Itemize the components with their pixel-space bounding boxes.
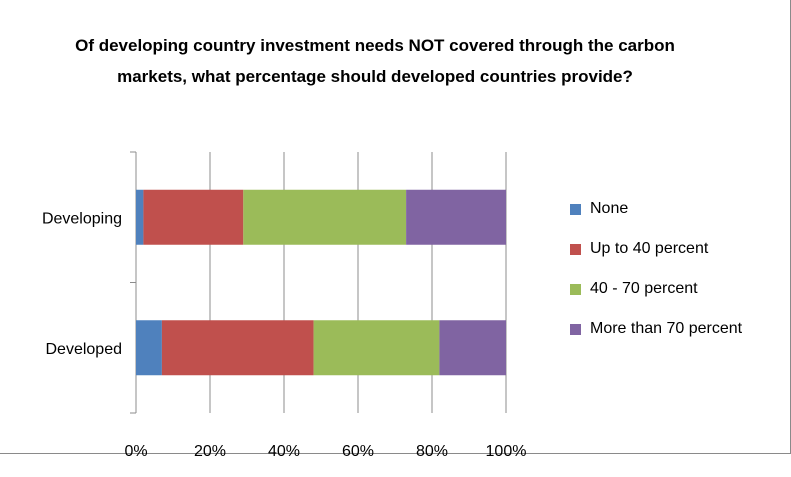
bar-segment — [439, 320, 506, 376]
bar-segment — [161, 320, 314, 376]
chart-legend: None Up to 40 percent 40 - 70 percent More … — [570, 199, 742, 359]
legend-item: 40 - 70 percent — [570, 279, 742, 299]
legend-swatch — [570, 323, 581, 335]
category-label: Developed — [46, 341, 123, 358]
chart-area: Of developing country investment needs N… — [0, 0, 791, 460]
bar-segment — [243, 189, 407, 245]
legend-swatch — [570, 283, 581, 295]
x-tick-label: 60% — [342, 443, 374, 460]
legend-label: 40 - 70 percent — [590, 280, 698, 297]
category-label: Developing — [42, 210, 122, 227]
chart-title: Of developing country investment needs N… — [75, 36, 675, 86]
bar-segment — [313, 320, 440, 376]
x-tick-label: 0% — [124, 443, 147, 460]
legend-item: More than 70 percent — [570, 319, 742, 339]
legend-item: Up to 40 percent — [570, 239, 742, 259]
legend-item: None — [570, 199, 742, 219]
legend-swatch — [570, 203, 581, 215]
legend-label: Up to 40 percent — [590, 240, 709, 257]
bar-segment — [136, 189, 144, 245]
legend-label: More than 70 percent — [590, 320, 743, 337]
bar-segment — [136, 320, 162, 376]
x-tick-label: 40% — [268, 443, 300, 460]
legend-swatch — [570, 243, 581, 255]
bar-segment — [143, 189, 244, 245]
bar-segment — [406, 189, 506, 245]
x-tick-label: 20% — [194, 443, 226, 460]
x-tick-label: 100% — [486, 443, 527, 460]
legend-label: None — [590, 200, 629, 217]
x-tick-label: 80% — [416, 443, 448, 460]
